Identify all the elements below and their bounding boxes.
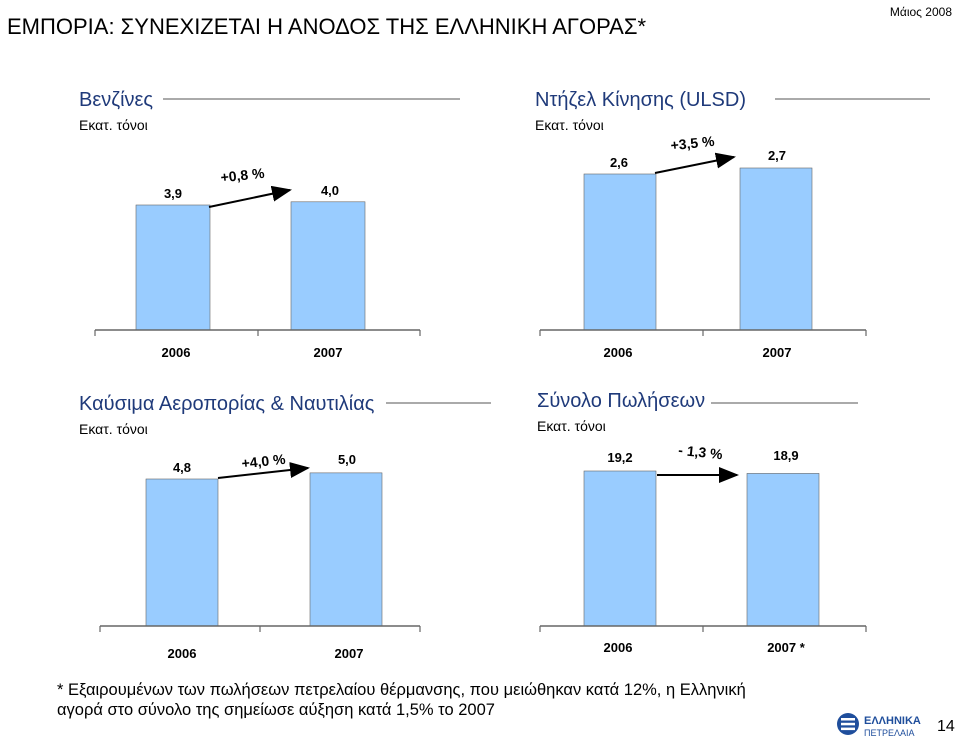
bar-value-label: 4,8	[173, 460, 191, 475]
footnote: * Εξαιρουμένων των πωλήσεων πετρελαίου θ…	[57, 680, 746, 720]
change-label: +4,0 %	[241, 451, 287, 472]
chart-unit-label: Εκατ. τόνοι	[79, 117, 148, 133]
bar-2007	[739, 167, 813, 331]
x-tick-label: 2007 *	[767, 640, 806, 655]
bar-value-label: 5,0	[338, 452, 356, 467]
x-tick-label: 2007	[314, 345, 343, 360]
change-label: +3,5 %	[670, 133, 716, 154]
bar-2007	[290, 201, 366, 331]
change-arrow	[208, 185, 292, 208]
chart-title: Καύσιμα Αεροπορίας & Ναυτιλίας	[79, 393, 375, 415]
x-tick-label: 2006	[168, 646, 197, 661]
footnote-line-1: * Εξαιρουμένων των πωλήσεων πετρελαίου θ…	[57, 681, 746, 699]
bar-2007	[746, 473, 820, 627]
bar-value-label: 3,9	[164, 186, 182, 201]
change-arrow	[654, 152, 736, 174]
bar-2006	[583, 173, 657, 331]
date-label: Μάιος 2008	[889, 5, 952, 19]
x-tick-label: 2006	[604, 345, 633, 360]
page-number: 14	[937, 718, 955, 735]
bar-2006	[583, 470, 657, 627]
company-logo: ΕΛΛΗΝΙΚΑ ΠΕΤΡΕΛΑΙΑ	[837, 713, 921, 738]
bar-value-label: 19,2	[607, 450, 632, 465]
change-label: +0,8 %	[220, 165, 266, 186]
x-tick-label: 2006	[162, 345, 191, 360]
bar-value-label: 18,9	[773, 448, 798, 463]
logo-text-line-1: ΕΛΛΗΝΙΚΑ	[864, 715, 921, 727]
x-tick-label: 2007	[335, 646, 364, 661]
x-tick-label: 2006	[604, 640, 633, 655]
chart-unit-label: Εκατ. τόνοι	[537, 418, 606, 434]
x-tick-label: 2007	[763, 345, 792, 360]
chart-title: Σύνολο Πωλήσεων	[537, 390, 705, 412]
bar-2006	[145, 478, 219, 627]
chart-unit-label: Εκατ. τόνοι	[79, 421, 148, 437]
logo-text-line-2: ΠΕΤΡΕΛΑΙΑ	[864, 728, 915, 738]
bar-value-label: 2,6	[610, 155, 628, 170]
logo-emblem-icon	[837, 713, 859, 735]
chart-title: Βενζίνες	[79, 89, 153, 111]
bar-2006	[135, 204, 211, 331]
change-arrow	[217, 462, 310, 479]
page-title: ΕΜΠΟΡΙΑ: ΣΥΝΕΧΙΖΕΤΑΙ Η ΑΝΟΔΟΣ ΤΗΣ ΕΛΛΗΝΙ…	[7, 14, 647, 39]
chart-unit-label: Εκατ. τόνοι	[535, 117, 604, 133]
footnote-line-2: αγορά στο σύνολο της σημείωσε αύξηση κατ…	[57, 701, 495, 719]
bar-value-label: 4,0	[321, 183, 339, 198]
bar-value-label: 2,7	[768, 148, 786, 163]
chart-title: Ντήζελ Κίνησης (ULSD)	[535, 89, 746, 111]
bar-2007	[309, 472, 383, 627]
change-label: - 1,3 %	[678, 442, 724, 463]
